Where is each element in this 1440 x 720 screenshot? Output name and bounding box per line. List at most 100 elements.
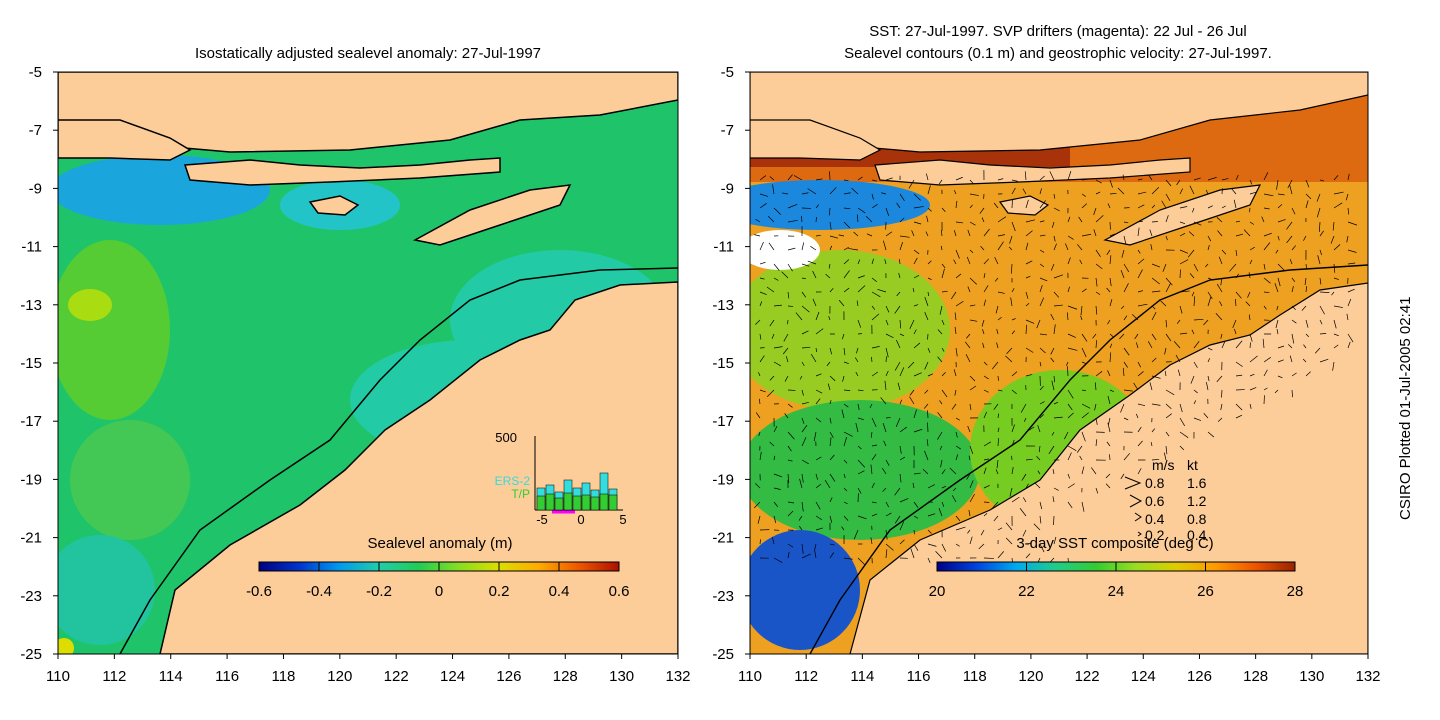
velocity-vector xyxy=(1137,426,1142,433)
right-map-area xyxy=(750,72,1368,654)
velocity-vector xyxy=(843,361,849,364)
velocity-vector xyxy=(1011,288,1015,293)
velocity-vector xyxy=(1067,452,1072,461)
velocity-vector xyxy=(1333,175,1339,181)
velocity-vector xyxy=(1206,381,1209,391)
velocity-vector xyxy=(1120,473,1125,480)
velocity-vector xyxy=(969,193,979,196)
velocity-vector xyxy=(1305,286,1308,293)
velocity-vector xyxy=(955,417,960,421)
velocity-vector xyxy=(755,483,761,489)
velocity-vector xyxy=(1176,179,1181,186)
velocity-vector xyxy=(1148,174,1153,181)
velocity-vector xyxy=(913,472,921,475)
velocity-vector xyxy=(1191,329,1195,335)
velocity-vector xyxy=(953,369,957,377)
velocity-vector xyxy=(801,417,805,424)
y-tick-label: -15 xyxy=(20,355,42,372)
velocity-vector xyxy=(1053,324,1056,335)
velocity-vector xyxy=(1189,273,1195,279)
velocity-vector xyxy=(829,235,839,239)
velocity-vector xyxy=(843,270,850,279)
velocity-vector xyxy=(1207,431,1215,438)
velocity-vector xyxy=(801,330,809,335)
velocity-vector xyxy=(966,333,971,339)
velocity-vector xyxy=(1109,179,1113,188)
velocity-vector xyxy=(758,372,761,377)
java-island xyxy=(58,119,192,161)
velocity-vector xyxy=(1230,187,1237,195)
velocity-vector xyxy=(1010,297,1013,307)
velocity-vector xyxy=(1161,200,1167,209)
velocity-vector xyxy=(909,389,915,396)
velocity-vector xyxy=(1217,417,1223,422)
velocity-vector xyxy=(1109,255,1112,265)
velocity-vector xyxy=(857,285,866,293)
velocity-vector xyxy=(1025,374,1033,377)
velocity-vector xyxy=(1067,333,1076,338)
velocity-vector xyxy=(1081,466,1085,475)
velocity-vector xyxy=(766,286,775,293)
velocity-vector xyxy=(1165,235,1168,241)
x-tick-label: 124 xyxy=(1131,668,1156,685)
velocity-vector xyxy=(983,467,987,475)
velocity-vector xyxy=(1037,425,1041,433)
velocity-vector xyxy=(912,482,915,489)
velocity-vector xyxy=(1165,215,1169,223)
velocity-vector xyxy=(1092,333,1097,339)
velocity-vector xyxy=(843,287,850,293)
velocity-vector xyxy=(1219,301,1223,307)
velocity-vector xyxy=(1039,200,1046,209)
velocity-vector xyxy=(1207,177,1217,181)
velocity-vector xyxy=(871,179,877,182)
velocity-vector xyxy=(1333,191,1344,195)
velocity-vector xyxy=(801,361,805,367)
velocity-vector xyxy=(983,513,988,517)
anomaly-blob xyxy=(58,240,170,420)
velocity-vector xyxy=(1304,277,1307,286)
velocity-vector xyxy=(1314,347,1321,354)
velocity-key-kt-value: 0.8 xyxy=(1187,511,1207,527)
inset-bar-tp xyxy=(554,497,564,511)
y-tick-label: -7 xyxy=(721,122,734,139)
velocity-vector xyxy=(787,247,796,251)
velocity-vector xyxy=(965,354,971,363)
velocity-vector xyxy=(871,454,877,461)
velocity-vector xyxy=(1106,249,1111,256)
velocity-vector xyxy=(1263,232,1272,237)
velocity-vector xyxy=(1234,328,1237,335)
velocity-vector xyxy=(755,319,761,325)
velocity-vector xyxy=(1249,246,1255,251)
velocity-vector xyxy=(787,510,794,517)
velocity-vector xyxy=(883,440,887,447)
velocity-vector xyxy=(983,273,986,279)
velocity-vector xyxy=(969,249,974,253)
velocity-vector xyxy=(937,329,943,335)
velocity-vector xyxy=(1050,357,1055,363)
x-tick-label: 120 xyxy=(1018,668,1043,685)
velocity-vector xyxy=(1109,454,1111,461)
y-tick-label: -21 xyxy=(712,530,734,547)
velocity-vector xyxy=(899,521,905,531)
velocity-vector xyxy=(1052,469,1055,475)
velocity-vector xyxy=(1248,314,1251,321)
left-colorbar: Sealevel anomaly (m) -0.6 -0.4 -0.2 0 0.2 0.4… xyxy=(246,535,629,600)
velocity-vector xyxy=(1333,305,1343,308)
velocity-vector xyxy=(1275,319,1279,329)
velocity-vector xyxy=(1179,188,1184,195)
velocity-vector xyxy=(1277,219,1286,223)
velocity-vector xyxy=(1263,193,1274,197)
velocity-vector xyxy=(1333,263,1336,273)
velocity-key-ms-value: 0.6 xyxy=(1145,493,1165,509)
velocity-vector xyxy=(773,263,780,271)
velocity-vector xyxy=(829,473,836,482)
velocity-vector xyxy=(1179,403,1183,413)
velocity-vector xyxy=(1151,403,1161,406)
velocity-vector xyxy=(1207,358,1211,363)
velocity-vector xyxy=(1137,178,1143,181)
velocity-vector xyxy=(829,347,833,355)
velocity-vector xyxy=(815,473,818,480)
velocity-vector xyxy=(1291,305,1296,311)
velocity-vector xyxy=(773,304,782,307)
velocity-vector xyxy=(843,207,851,210)
